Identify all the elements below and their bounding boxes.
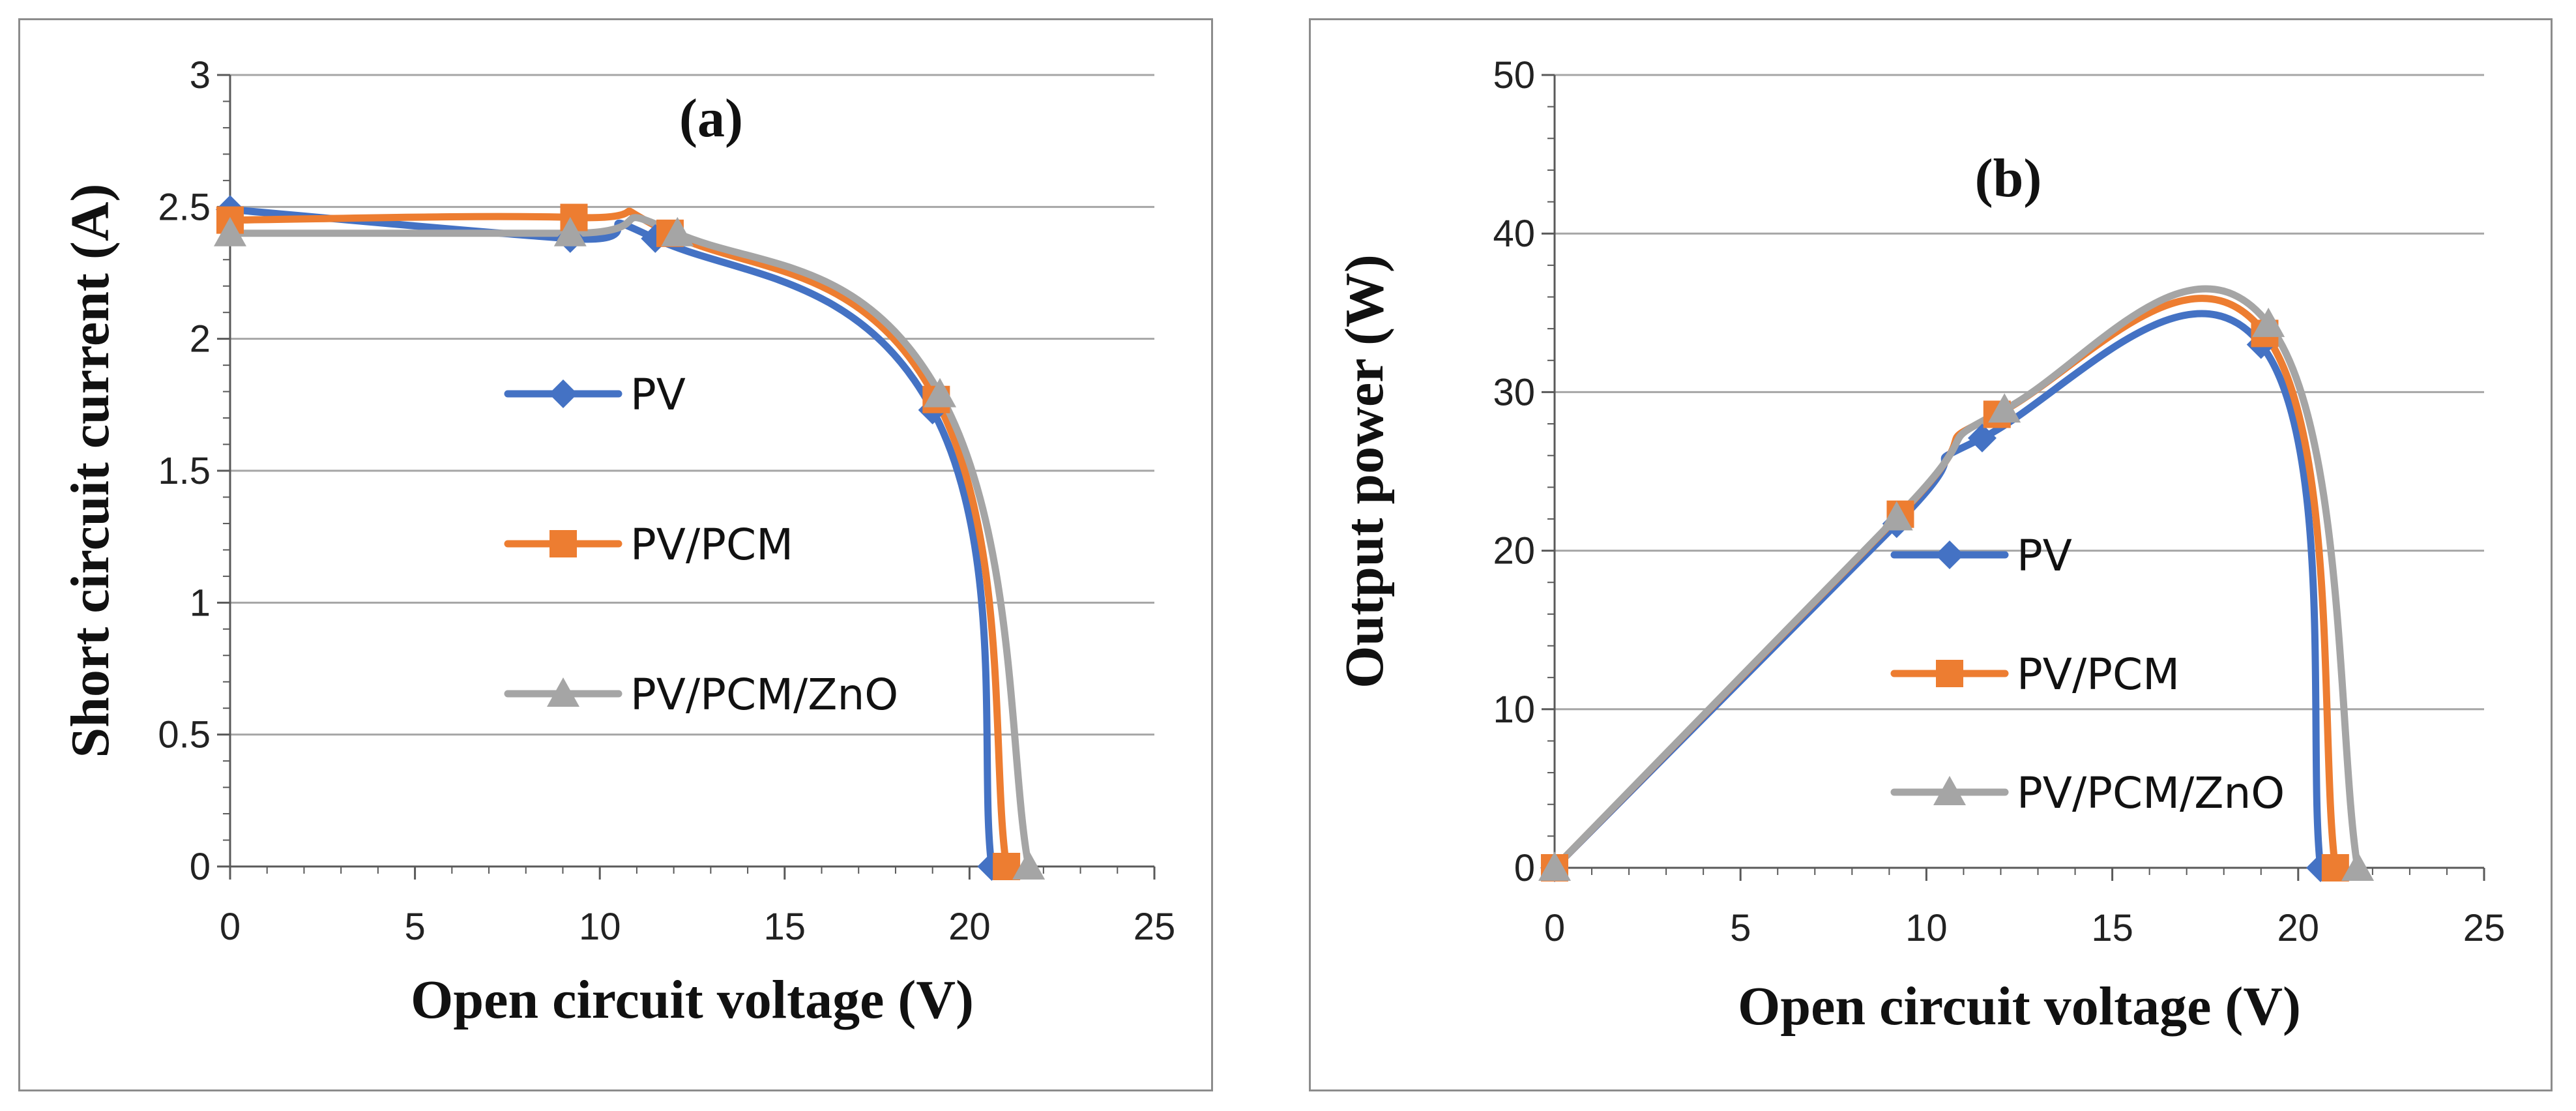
- series-line-pv-pcm: [226, 207, 1010, 870]
- legend-marker: [549, 379, 578, 408]
- panel-label: (b): [1975, 148, 2042, 209]
- y-tick-label: 30: [1493, 371, 1535, 413]
- x-tick-label: 0: [1544, 907, 1565, 949]
- data-point-pv-pcm-zno: [1538, 852, 1571, 881]
- x-tick-label: 15: [2091, 907, 2133, 949]
- chart-panel-a: 0 0.5 1 1.5 2 2.5 3 0 5 10 15 20 25 Open circuit volt…: [18, 18, 1213, 1091]
- y-tick-label: 0: [190, 846, 211, 888]
- y-tick-label: 1.5: [158, 450, 211, 492]
- x-tick-label: 15: [764, 906, 806, 948]
- x-tick-label: 10: [1905, 907, 1948, 949]
- chart-panel-b: 0 10 20 30 40 50 0 5 10 15 20 25 Open circuit voltag…: [1309, 18, 2553, 1091]
- data-point-pv-pcm-zno: [661, 216, 694, 246]
- y-tick-label: 50: [1493, 54, 1535, 96]
- data-point-pv-pcm-zno: [1880, 501, 1913, 531]
- y-tick-label: 20: [1493, 530, 1535, 572]
- x-tick-label: 25: [2463, 907, 2506, 949]
- legend-label: PV/PCM/ZnO: [630, 670, 898, 720]
- data-point-pv-pcm-zno: [553, 216, 587, 246]
- y-tick-label: 3: [190, 54, 211, 96]
- y-tick-label: 0: [1514, 847, 1535, 889]
- y-tick-label: 2.5: [158, 186, 211, 228]
- x-axis-title: Open circuit voltage (V): [1738, 976, 2301, 1037]
- legend-marker: [1933, 776, 1966, 805]
- y-axis-title: Output power (W): [1334, 254, 1395, 689]
- data-point-pv-pcm-zno: [924, 378, 957, 407]
- y-tick-label: 1: [190, 582, 211, 624]
- legend-label: PV: [630, 370, 686, 420]
- x-tick-label: 5: [404, 906, 425, 948]
- data-point-pv-pcm-zno: [2341, 852, 2375, 881]
- data-point-pv-pcm-zno: [1988, 393, 2021, 423]
- panel-label: (a): [679, 88, 743, 149]
- data-point-pv-pcm-zno: [1012, 850, 1046, 880]
- legend-label: PV: [2017, 531, 2072, 581]
- y-axis-title: Short circuit current (A): [60, 183, 121, 758]
- legend-label: PV/PCM: [2017, 649, 2180, 700]
- y-tick-label: 0.5: [158, 714, 211, 756]
- legend-marker: [549, 530, 577, 557]
- x-tick-label: 20: [948, 906, 991, 948]
- data-point-pv-pcm-zno: [2252, 307, 2285, 337]
- x-tick-label: 10: [579, 906, 621, 948]
- y-tick-label: 40: [1493, 213, 1535, 255]
- series-line-pv: [226, 205, 995, 870]
- legend-marker: [1935, 541, 1964, 569]
- x-axis-title: Open circuit voltage (V): [411, 970, 974, 1030]
- y-tick-label: 2: [190, 318, 211, 361]
- data-point-pv: [1967, 423, 1997, 452]
- series-line-pv-pcm-zno: [1551, 285, 2362, 872]
- legend-marker: [1936, 660, 1963, 687]
- chart-b-svg: 0 10 20 30 40 50 0 5 10 15 20 25 Open circuit voltag…: [1334, 54, 2506, 1037]
- x-tick-label: 20: [2277, 907, 2320, 949]
- x-tick-label: 5: [1730, 907, 1751, 949]
- legend-marker: [547, 677, 579, 707]
- chart-a-svg: 0 0.5 1 1.5 2 2.5 3 0 5 10 15 20 25 Open circuit volt…: [60, 54, 1176, 1030]
- legend-label: PV/PCM/ZnO: [2017, 768, 2285, 818]
- x-tick-label: 0: [220, 906, 241, 948]
- legend-label: PV/PCM: [630, 520, 793, 570]
- x-tick-label: 25: [1134, 906, 1176, 948]
- series-line-pv-pcm-zno: [226, 214, 1032, 870]
- data-point-pv-pcm-zno: [214, 216, 246, 246]
- y-tick-label: 10: [1493, 689, 1535, 731]
